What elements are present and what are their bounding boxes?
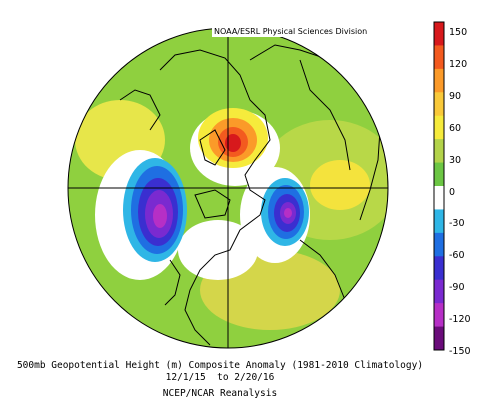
negative-anomaly-north-atlantic: [261, 178, 309, 246]
colorbar-segment: [434, 92, 444, 117]
colorbar-tick-label: 30: [449, 154, 462, 166]
colorbar-segment: [434, 256, 444, 281]
colorbar-segment: [434, 326, 444, 351]
colorbar-segment: [434, 209, 444, 234]
colorbar-segment: [434, 279, 444, 304]
colorbar-segment: [434, 45, 444, 70]
colorbar-tick-label: 60: [449, 122, 462, 134]
credit-text: NOAA/ESRL Physical Sciences Division: [214, 27, 368, 36]
colorbar-tick-label: -150: [449, 346, 471, 357]
colorbar-segment: [434, 22, 444, 46]
colorbar-segment: [434, 186, 444, 210]
colorbar-segment: [434, 303, 444, 328]
colorbar-outline: [433, 21, 445, 351]
anomaly-field: [68, 28, 388, 348]
colorbar-segment: [434, 68, 444, 93]
colorbar-tick-label: 90: [449, 90, 462, 102]
colorbar-tick-label: -30: [449, 218, 465, 230]
colorbar-tick-label: 150: [449, 27, 468, 38]
colorbar: [433, 21, 445, 351]
colorbar-tick-label: -120: [449, 314, 471, 326]
caption-line2: 12/1/15 to 2/20/16: [165, 372, 275, 383]
colorbar-tick-label: -60: [449, 250, 465, 262]
negative-anomaly-north-pacific: [123, 158, 187, 262]
colorbar-segment: [434, 139, 444, 164]
colorbar-tick-label: 0: [449, 186, 456, 198]
colorbar-segment: [434, 232, 444, 257]
caption-line3: NCEP/NCAR Reanalysis: [162, 388, 278, 399]
colorbar-tick-label: 120: [449, 58, 468, 70]
colorbar-segment: [434, 115, 444, 140]
caption-line1: 500mb Geopotential Height (m) Composite …: [16, 360, 424, 371]
colorbar-segment: [434, 162, 444, 187]
credit-box: [212, 25, 384, 37]
colorbar-tick-label: -90: [449, 282, 465, 294]
